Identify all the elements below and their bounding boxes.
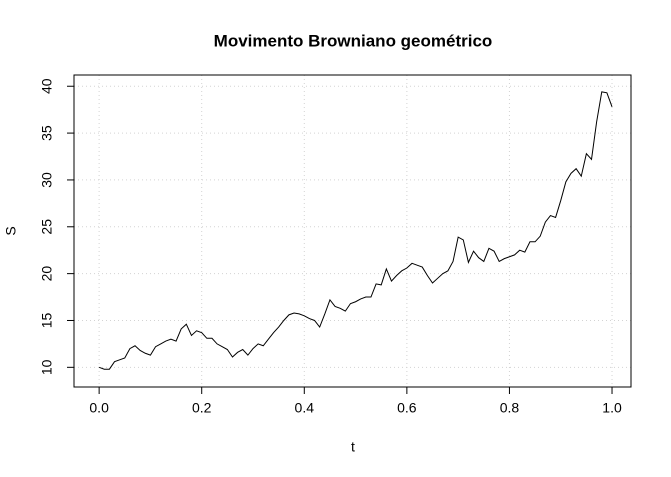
y-tick-label: 35 [39, 125, 55, 141]
y-axis-label: S [3, 226, 19, 235]
x-tick-label: 0.6 [397, 400, 417, 416]
x-tick-label: 0.2 [192, 400, 212, 416]
x-tick-label: 1.0 [602, 400, 622, 416]
y-tick-label: 10 [39, 359, 55, 375]
chart-title: Movimento Browniano geométrico [214, 31, 493, 50]
line [98, 91, 613, 370]
x-tick-label: 0.4 [295, 400, 315, 416]
y-tick-label: 20 [39, 266, 55, 282]
y-tick-label: 30 [39, 172, 55, 188]
plot-frame [73, 74, 632, 388]
x-axis-label: t [351, 439, 355, 455]
x-tick-label: 0.8 [500, 400, 520, 416]
y-tick-label: 25 [39, 219, 55, 235]
x-tick-label: 0.0 [89, 400, 109, 416]
y-tick-label: 15 [39, 312, 55, 328]
y-tick-label: 40 [39, 78, 55, 94]
